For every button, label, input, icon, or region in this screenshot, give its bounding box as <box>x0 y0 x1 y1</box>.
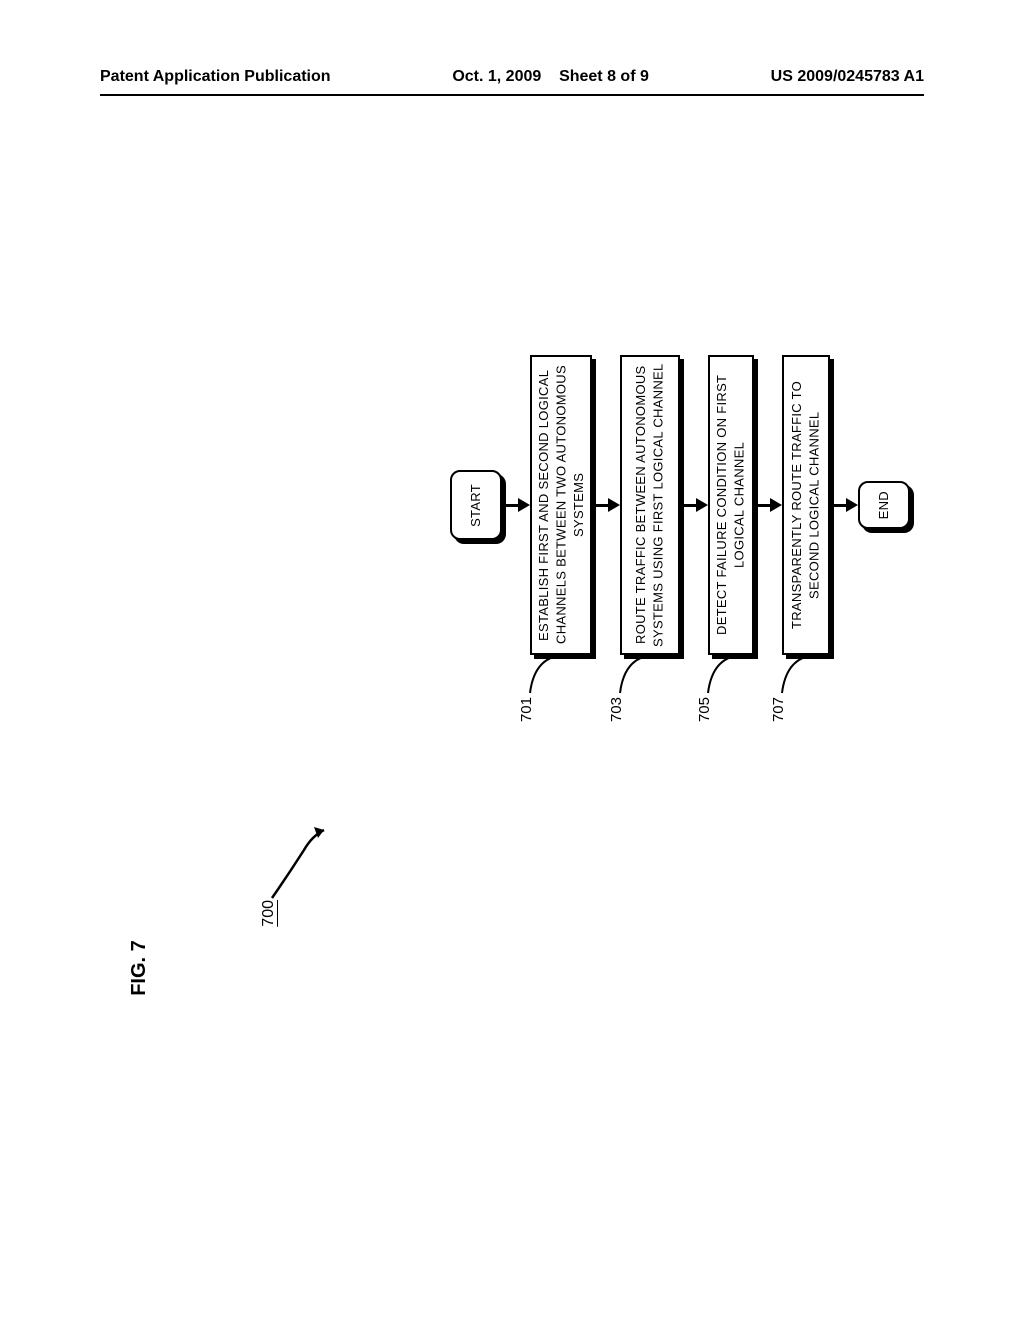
step-707-text: TRANSPARENTLY ROUTE TRAFFIC TO SECOND LO… <box>788 357 823 653</box>
start-label: START <box>467 484 485 527</box>
step-701-label: 701 <box>518 697 535 722</box>
step-703-label: 703 <box>608 697 625 722</box>
step-707-label: 707 <box>770 697 787 722</box>
header-center: Oct. 1, 2009 Sheet 8 of 9 <box>452 68 649 86</box>
step-705-text: DETECT FAILURE CONDITION ON FIRST LOGICA… <box>713 357 748 653</box>
step-703-text: ROUTE TRAFFIC BETWEEN AUTONOMOUS SYSTEMS… <box>632 357 667 653</box>
header-date: Oct. 1, 2009 <box>452 68 541 85</box>
page-header: Patent Application Publication Oct. 1, 2… <box>100 68 924 86</box>
header-left: Patent Application Publication <box>100 68 331 86</box>
header-right: US 2009/0245783 A1 <box>771 68 924 86</box>
end-label: END <box>875 491 893 519</box>
header-rule <box>100 94 924 96</box>
figure-label: FIG. 7 <box>128 940 151 996</box>
step-701-text: ESTABLISH FIRST AND SECOND LOGICAL CHANN… <box>535 357 588 653</box>
step-705-label: 705 <box>696 697 713 722</box>
header-sheet: Sheet 8 of 9 <box>559 68 649 85</box>
